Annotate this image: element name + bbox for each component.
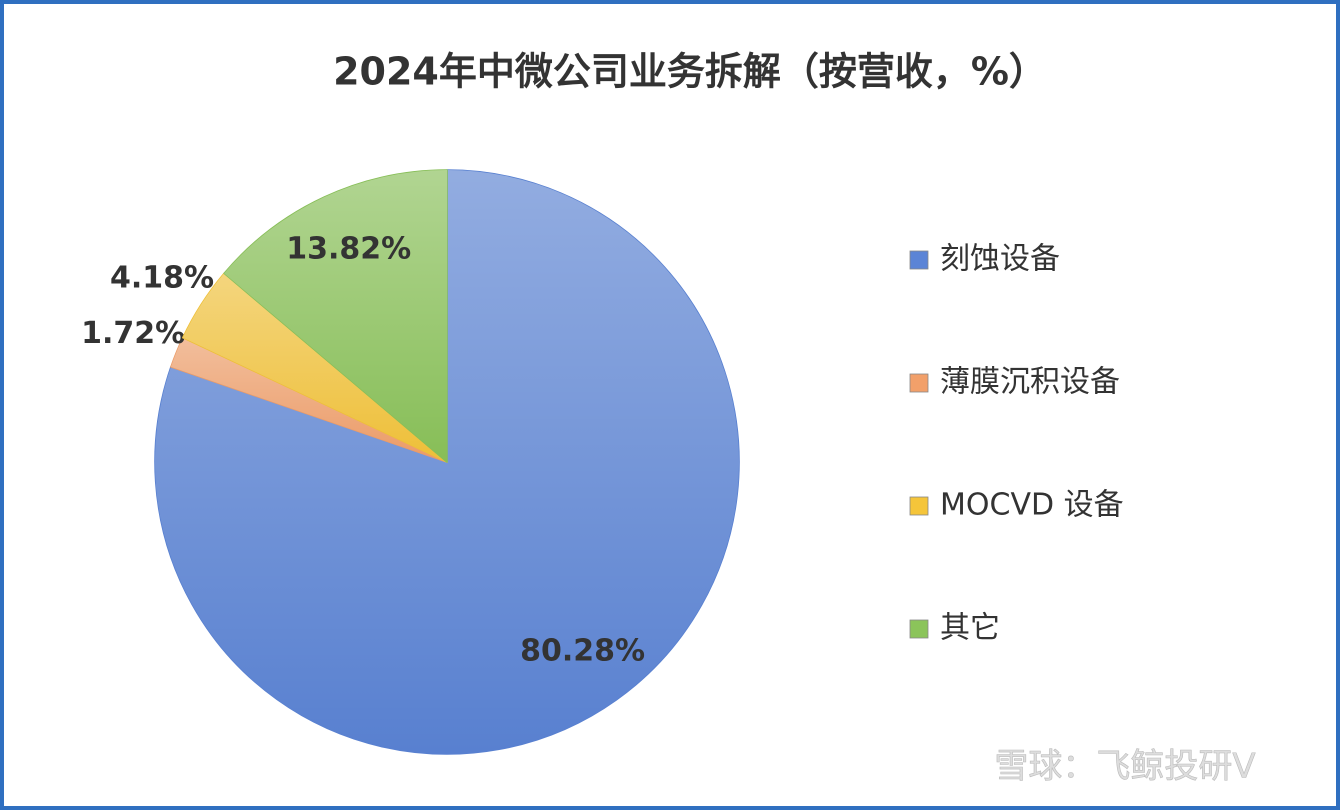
legend-swatch — [909, 373, 929, 393]
legend-label: 刻蚀设备 — [940, 242, 1060, 277]
legend-swatch — [909, 250, 929, 270]
chart-title: 2024年中微公司业务拆解（按营收，%） — [333, 50, 1047, 94]
data-label: 4.18% — [110, 260, 214, 295]
data-label: 80.28% — [520, 634, 645, 669]
slice-shade — [224, 170, 447, 462]
watermark: 雪球：飞鲸投研V — [994, 747, 1255, 787]
data-label: 1.72% — [81, 316, 185, 351]
slice-shade — [170, 337, 447, 462]
slice-shade — [182, 273, 447, 462]
legend-label: 薄膜沉积设备 — [940, 365, 1120, 400]
legend-swatch — [909, 496, 929, 516]
legend-label: 其它 — [940, 611, 1000, 646]
legend-swatch — [909, 619, 929, 639]
data-label: 13.82% — [286, 232, 411, 267]
legend-label: MOCVD 设备 — [940, 488, 1124, 523]
